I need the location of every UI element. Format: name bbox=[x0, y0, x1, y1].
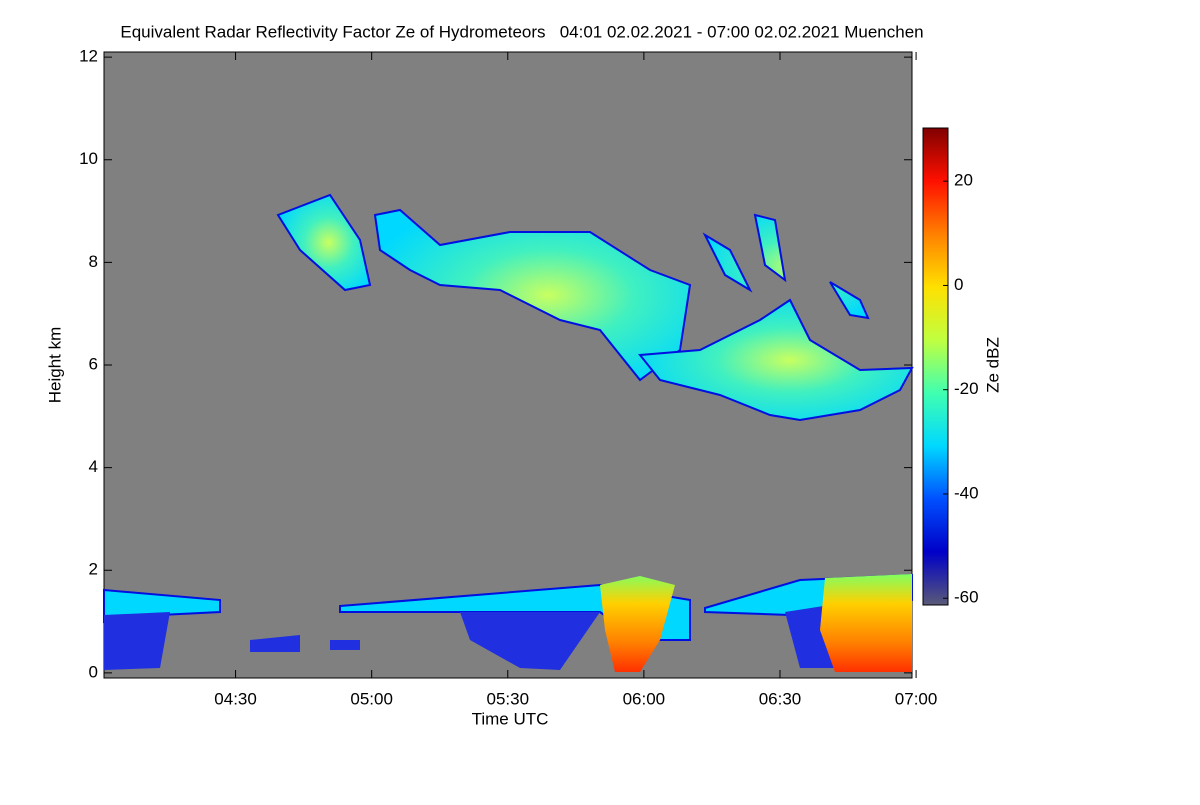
echo bbox=[702, 213, 870, 320]
colorbar bbox=[922, 127, 949, 606]
colorbar-tick-label: 0 bbox=[954, 275, 963, 294]
y-tick-label: 0 bbox=[89, 662, 98, 681]
x-tick-label: 05:00 bbox=[350, 689, 393, 708]
y-tick-label: 2 bbox=[89, 560, 98, 579]
y-tick-label: 6 bbox=[89, 354, 98, 373]
colorbar-tick-label: -20 bbox=[954, 379, 979, 398]
x-tick-label: 05:30 bbox=[486, 689, 529, 708]
echo bbox=[104, 605, 840, 670]
y-tick-label: 12 bbox=[79, 47, 98, 66]
y-axis-label: Height km bbox=[45, 327, 64, 404]
colorbar-tick-label: -40 bbox=[954, 483, 979, 502]
colorbar-tick-label: 20 bbox=[954, 171, 973, 190]
echo bbox=[600, 574, 912, 672]
y-tick-label: 8 bbox=[89, 252, 98, 271]
x-axis-label: Time UTC bbox=[472, 709, 549, 728]
echo-field bbox=[103, 193, 914, 672]
chart-title: Equivalent Radar Reflectivity Factor Ze … bbox=[120, 22, 923, 41]
colorbar-label: Ze dBZ bbox=[983, 337, 1002, 393]
colorbar-tick-label: -60 bbox=[954, 588, 979, 607]
echo bbox=[638, 298, 914, 422]
x-tick-label: 06:30 bbox=[759, 689, 802, 708]
x-tick-label: 04:30 bbox=[214, 689, 257, 708]
y-tick-label: 10 bbox=[79, 149, 98, 168]
x-tick-label: 06:00 bbox=[623, 689, 666, 708]
echo bbox=[276, 193, 372, 292]
x-tick-label: 07:00 bbox=[895, 689, 938, 708]
y-tick-label: 4 bbox=[89, 457, 98, 476]
